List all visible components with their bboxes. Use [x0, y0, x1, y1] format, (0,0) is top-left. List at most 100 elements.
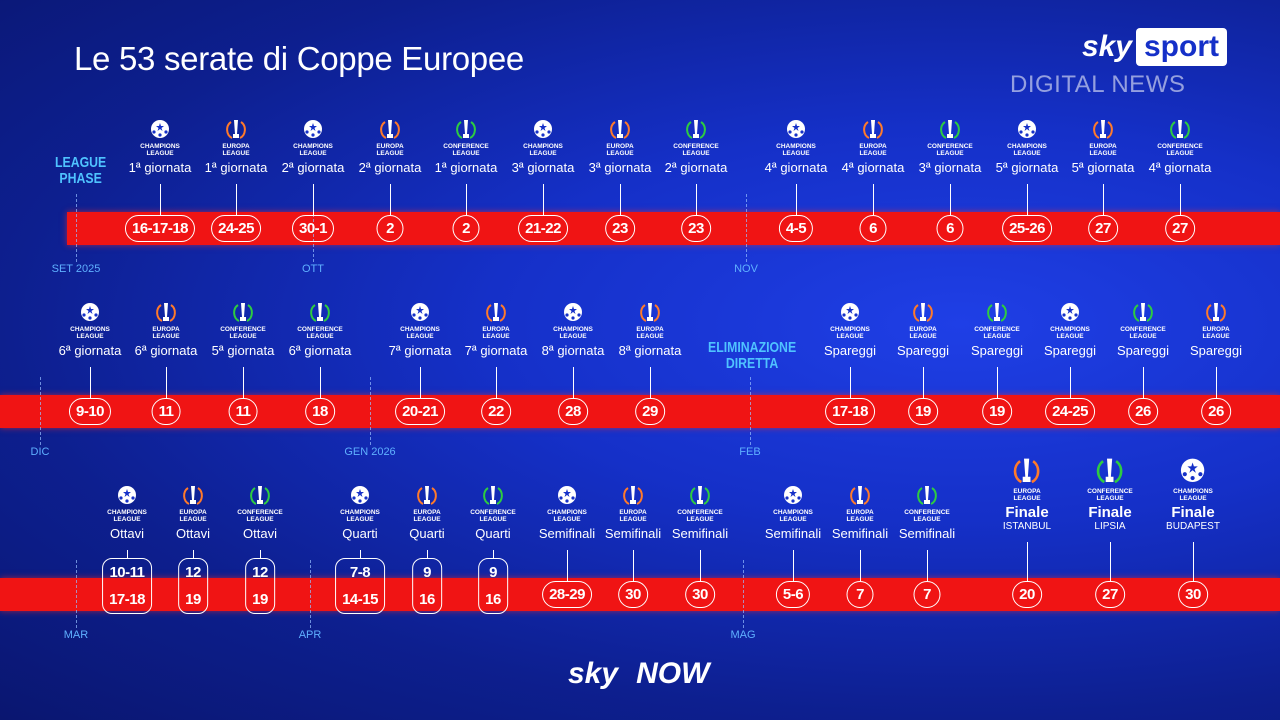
date-text: 9 — [423, 564, 431, 581]
date-text: 11 — [235, 403, 251, 420]
europa-league-icon — [156, 303, 176, 322]
connector-line — [260, 550, 261, 558]
month-tick — [750, 377, 751, 445]
date-text: 24-25 — [1052, 403, 1088, 420]
date-badge: 12 19 — [178, 558, 208, 614]
competition-name-line: CHAMPIONS — [776, 143, 816, 150]
date-text: 12 — [185, 564, 201, 581]
competition-name-line: CHAMPIONS — [340, 509, 380, 516]
stage-label: 2ª giornata — [358, 160, 422, 175]
connector-line — [493, 550, 494, 558]
champions-league-icon — [411, 303, 429, 321]
competition-name-line: LEAGUE — [299, 150, 327, 157]
stage-label: 8ª giornata — [541, 343, 605, 358]
date-badge: 9-10 — [68, 398, 112, 425]
champions-league-icon — [304, 120, 322, 138]
competition-name: EUROPA LEAGUE — [482, 326, 509, 340]
connector-line — [620, 184, 621, 215]
match-item: CONFERENCE LEAGUE 6ª giornata — [278, 301, 362, 358]
match-item: EUROPA LEAGUE 1ª giornata — [194, 118, 278, 175]
date-text: 4-5 — [785, 220, 807, 237]
competition-name: CONFERENCE LEAGUE — [297, 326, 343, 340]
match-item: CONFERENCE LEAGUE 5ª giornata — [201, 301, 285, 358]
month-tick — [746, 194, 747, 262]
match-item: EUROPA LEAGUE Finale ISTANBUL — [985, 456, 1069, 532]
competition-name-line: LEAGUE — [406, 333, 434, 340]
conference-league-icon — [1133, 303, 1153, 322]
competition-name: CONFERENCE LEAGUE — [673, 143, 719, 157]
stage-label: 4ª giornata — [841, 160, 905, 175]
competition-name-line: EUROPA — [909, 326, 937, 333]
match-item: CHAMPIONS LEAGUE 3ª giornata — [501, 118, 585, 175]
stage-label: Quarti — [342, 526, 378, 541]
competition-name: EUROPA LEAGUE — [1013, 488, 1040, 502]
competition-name-line: EUROPA — [222, 143, 250, 150]
date-badge: 25-26 — [1002, 215, 1052, 242]
competition-name: EUROPA LEAGUE — [1202, 326, 1229, 340]
champions-league-icon — [534, 120, 552, 138]
competition-name-line: LEAGUE — [636, 333, 664, 340]
date-badge: 6 — [936, 215, 964, 242]
connector-line — [360, 550, 361, 558]
connector-line — [650, 367, 651, 398]
competition-name: CHAMPIONS LEAGUE — [293, 143, 333, 157]
competition-name-line: CONFERENCE — [297, 326, 343, 333]
competition-name: CHAMPIONS LEAGUE — [830, 326, 870, 340]
city-label: LIPSIA — [1094, 521, 1126, 533]
stage-label: 4ª giornata — [764, 160, 828, 175]
stage-label: 7ª giornata — [464, 343, 528, 358]
date-text: 7-8 — [349, 564, 371, 581]
champions-league-icon — [564, 303, 582, 321]
competition-name-line: EUROPA — [859, 143, 887, 150]
date-badge: 30 — [1178, 581, 1208, 608]
date-text: 28-29 — [549, 586, 585, 603]
competition-name-line: LEAGUE — [482, 333, 510, 340]
europa-league-icon — [380, 120, 400, 139]
champions-league-icon — [151, 120, 169, 138]
competition-name: CONFERENCE LEAGUE — [1157, 143, 1203, 157]
competition-name-line: LEAGUE — [913, 516, 941, 523]
stage-label: Semifinali — [604, 526, 662, 541]
connector-line — [1193, 542, 1194, 581]
stage-label: 2ª giornata — [664, 160, 728, 175]
connector-line — [793, 550, 794, 581]
connector-line — [860, 550, 861, 581]
date-badge: 26 — [1128, 398, 1158, 425]
date-text: 30-1 — [298, 220, 328, 237]
competition-name: CONFERENCE LEAGUE — [677, 509, 723, 523]
conference-league-icon — [1097, 458, 1123, 484]
date-text: 16 — [419, 591, 435, 608]
date-text: 16 — [485, 591, 501, 608]
match-item: CONFERENCE LEAGUE 4ª giornata — [1138, 118, 1222, 175]
date-badge: 30-1 — [291, 215, 335, 242]
competition-name-line: CONFERENCE — [1120, 326, 1166, 333]
date-text: 17-18 — [109, 591, 145, 608]
europa-league-icon — [183, 486, 203, 505]
match-item: CONFERENCE LEAGUE Semifinali — [885, 484, 969, 541]
champions-league-icon — [784, 486, 802, 504]
date-badge: 23 — [605, 215, 635, 242]
competition-name-line: CHAMPIONS — [547, 509, 587, 516]
date-text: 26 — [1208, 403, 1224, 420]
competition-name: EUROPA LEAGUE — [619, 509, 646, 523]
date-text: 9-10 — [75, 403, 105, 420]
competition-name-line: LEAGUE — [682, 150, 710, 157]
stage-label: Ottavi — [243, 526, 277, 541]
europa-league-icon — [610, 120, 630, 139]
competition-name: EUROPA LEAGUE — [909, 326, 936, 340]
date-text: 27 — [1095, 220, 1111, 237]
date-badge: 2 — [376, 215, 404, 242]
date-text: 11 — [158, 403, 174, 420]
month-tick — [40, 377, 41, 445]
date-badge: 28-29 — [542, 581, 592, 608]
date-badge: 18 — [305, 398, 335, 425]
city-label: BUDAPEST — [1166, 521, 1220, 533]
stage-label: 6ª giornata — [288, 343, 352, 358]
stage-label: Spareggi — [1043, 343, 1097, 358]
connector-line — [496, 367, 497, 398]
stage-label: Semifinali — [831, 526, 889, 541]
competition-name: EUROPA LEAGUE — [222, 143, 249, 157]
connector-line — [573, 367, 574, 398]
digital-news-watermark: DIGITAL NEWS — [1010, 71, 1186, 98]
connector-line — [236, 184, 237, 215]
